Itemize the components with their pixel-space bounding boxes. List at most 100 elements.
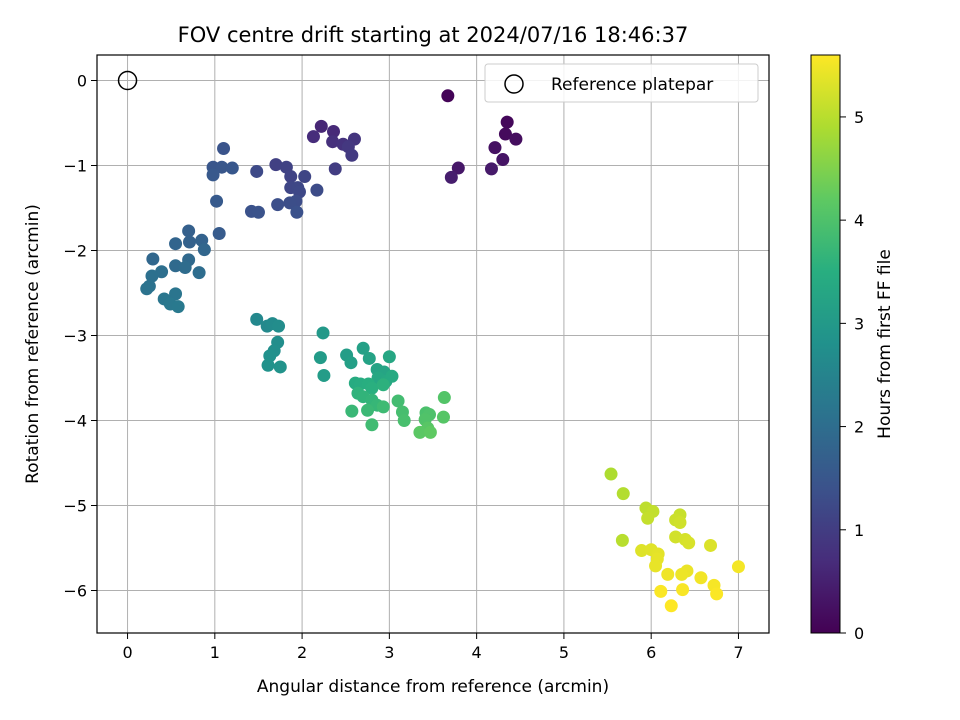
chart-title: FOV centre drift starting at 2024/07/16 …: [178, 23, 689, 47]
data-point: [261, 358, 275, 372]
data-point: [649, 559, 663, 573]
data-point: [197, 243, 211, 257]
data-point: [604, 467, 618, 481]
x-axis-ticks: 0 1 2 3 4 5 6 7: [122, 633, 744, 662]
data-point: [273, 360, 287, 374]
data-point: [423, 425, 437, 439]
data-point: [344, 356, 358, 370]
data-point: [215, 160, 229, 174]
data-point: [413, 425, 427, 439]
data-point: [317, 368, 331, 382]
data-point: [140, 282, 154, 296]
y-tick-label: −6: [63, 582, 87, 601]
data-point: [146, 252, 160, 266]
data-point: [509, 132, 523, 146]
data-point: [269, 158, 283, 172]
data-point: [488, 141, 502, 155]
data-point: [397, 414, 411, 427]
data-point: [376, 378, 390, 392]
y-tick-label: −5: [63, 497, 87, 516]
data-point: [314, 119, 328, 133]
data-point: [326, 135, 340, 149]
data-point: [664, 599, 678, 613]
reference-marker: [117, 70, 138, 91]
data-point: [441, 89, 455, 103]
data-point: [183, 235, 197, 249]
data-point: [182, 224, 196, 238]
data-point: [496, 153, 510, 167]
x-tick-label: 6: [646, 643, 656, 662]
data-point: [251, 205, 265, 219]
data-point: [271, 198, 285, 212]
data-point: [206, 168, 220, 182]
data-point: [484, 162, 498, 176]
data-point: [145, 269, 159, 283]
data-point: [313, 351, 327, 365]
data-point: [391, 394, 405, 408]
data-point: [673, 516, 687, 529]
data-point: [451, 161, 465, 175]
legend-label-reference: Reference platepar: [551, 75, 713, 95]
data-point: [169, 287, 183, 301]
data-points: [140, 89, 745, 613]
data-point: [710, 587, 724, 601]
x-axis-label: Angular distance from reference (arcmin): [257, 677, 609, 697]
data-point: [661, 567, 675, 581]
x-tick-label: 4: [472, 643, 482, 662]
colorbar-tick-label: 3: [854, 314, 864, 333]
colorbar-tick-label: 5: [854, 108, 864, 127]
y-tick-label: −1: [63, 157, 87, 176]
data-point: [212, 227, 226, 240]
y-tick-label: 0: [77, 72, 87, 91]
data-point: [356, 341, 370, 355]
data-point: [382, 350, 396, 364]
data-point: [328, 162, 342, 176]
data-point: [361, 403, 375, 417]
data-point: [654, 584, 668, 598]
data-point: [316, 326, 330, 340]
data-point: [345, 404, 359, 418]
y-tick-label: −4: [63, 412, 87, 431]
data-point: [298, 170, 312, 184]
legend-box: [484, 63, 759, 103]
data-point: [444, 170, 458, 184]
plot-frame: [96, 54, 770, 634]
y-axis-label: Rotation from reference (arcmin): [23, 204, 43, 484]
data-point: [283, 196, 297, 210]
data-point: [385, 369, 399, 383]
data-point: [250, 312, 264, 326]
y-tick-label: −3: [63, 327, 87, 346]
x-tick-label: 3: [384, 643, 394, 662]
data-point: [436, 410, 450, 424]
data-point: [615, 533, 629, 547]
data-point: [365, 381, 379, 395]
data-point: [217, 142, 231, 155]
data-point: [362, 351, 376, 365]
colorbar-tick-label: 2: [854, 418, 864, 437]
data-point: [210, 194, 224, 208]
data-point: [272, 319, 286, 333]
data-point: [345, 148, 359, 162]
data-point: [178, 261, 192, 274]
data-point: [500, 115, 514, 129]
colorbar-tick-label: 1: [854, 521, 864, 540]
data-point: [365, 418, 379, 432]
colorbar-gradient: [810, 54, 841, 634]
data-point: [250, 164, 264, 178]
data-point: [437, 391, 451, 405]
data-point: [327, 125, 341, 138]
y-tick-label: −2: [63, 242, 87, 261]
x-tick-label: 2: [297, 643, 307, 662]
colorbar-label: Hours from first FF file: [875, 249, 895, 439]
legend-marker-reference: [504, 74, 524, 94]
data-point: [641, 511, 655, 525]
data-point: [616, 487, 630, 501]
data-point: [498, 127, 512, 141]
gridlines: [97, 55, 769, 633]
x-tick-label: 0: [122, 643, 132, 662]
colorbar-tick-label: 4: [854, 211, 864, 230]
data-point: [731, 560, 745, 574]
x-tick-label: 5: [559, 643, 569, 662]
data-point: [682, 536, 696, 550]
